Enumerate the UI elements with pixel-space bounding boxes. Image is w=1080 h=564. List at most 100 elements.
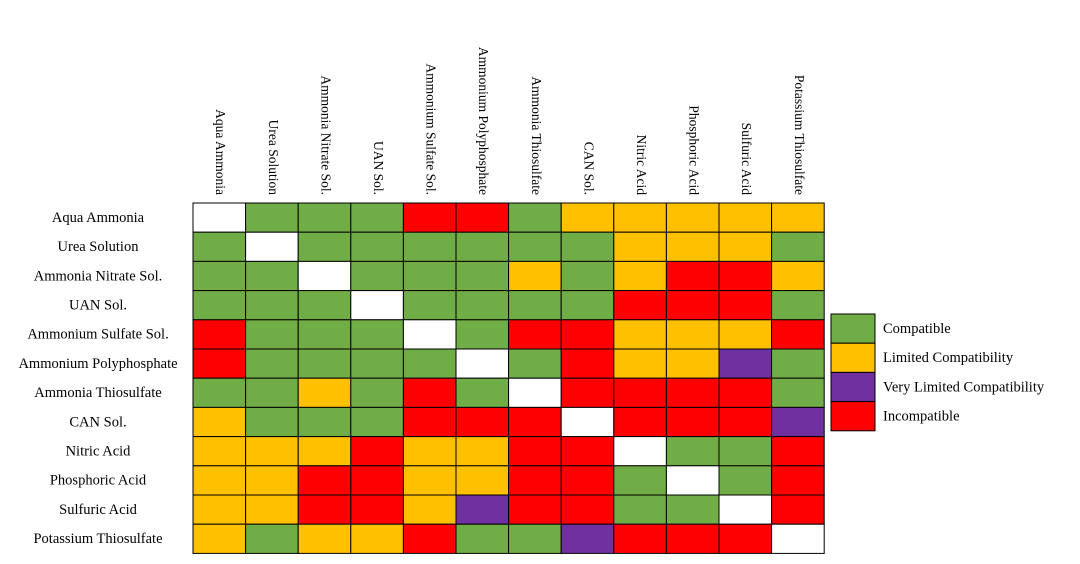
cell-nitric-acid-x-aqua-ammonia: [192, 436, 247, 467]
cell-aqua-ammonia-x-urea-solution: [245, 202, 299, 233]
cell-nitric-acid-x-can-sol: [560, 436, 615, 467]
cell-ammonium-polyphosphate-x-phosphoric-acid: [665, 348, 720, 379]
cell-uan-sol-x-potassium-thiosulfate: [771, 290, 825, 321]
cell-uan-sol-x-can-sol: [560, 290, 615, 321]
cell-ammonium-polyphosphate-x-ammonium-polyphosphate: [455, 348, 510, 379]
cell-sulfuric-acid-x-potassium-thiosulfate: [771, 494, 825, 525]
cell-ammonium-sulfate-sol-x-ammonium-sulfate-sol: [402, 319, 457, 350]
cell-sulfuric-acid-x-nitric-acid: [613, 494, 667, 525]
cell-uan-sol-x-sulfuric-acid: [718, 290, 773, 321]
row-label-nitric-acid: Nitric Acid: [66, 444, 132, 460]
cell-phosphoric-acid-x-can-sol: [560, 465, 615, 496]
cell-sulfuric-acid-x-aqua-ammonia: [192, 494, 247, 525]
cell-can-sol-x-phosphoric-acid: [665, 406, 720, 438]
cell-urea-solution-x-can-sol: [560, 231, 615, 262]
cell-phosphoric-acid-x-aqua-ammonia: [192, 465, 247, 496]
legend-label-limited-compatibility: Limited Compatibility: [883, 350, 1014, 366]
column-label-potassium-thiosulfate: Potassium Thiosulfate: [792, 75, 807, 195]
row-labels: Aqua Ammonia Urea Solution Ammonia Nitrate…: [18, 210, 177, 547]
cell-ammonium-sulfate-sol-x-ammonia-thiosulfate: [508, 319, 562, 350]
cell-nitric-acid-x-ammonium-polyphosphate: [455, 436, 510, 467]
cell-urea-solution-x-ammonia-thiosulfate: [508, 231, 562, 262]
cell-potassium-thiosulfate-x-uan-sol: [350, 523, 404, 554]
row-label-urea-solution: Urea Solution: [58, 239, 140, 255]
cell-potassium-thiosulfate-x-urea-solution: [245, 523, 299, 554]
cell-aqua-ammonia-x-uan-sol: [350, 202, 404, 233]
cell-phosphoric-acid-x-sulfuric-acid: [718, 465, 773, 496]
cell-uan-sol-x-ammonia-nitrate-sol: [297, 290, 352, 321]
column-label-aqua-ammonia: Aqua Ammonia: [213, 109, 228, 195]
cell-ammonia-thiosulfate-x-potassium-thiosulfate: [771, 377, 825, 408]
cell-urea-solution-x-potassium-thiosulfate: [771, 231, 825, 262]
cell-ammonia-thiosulfate-x-aqua-ammonia: [192, 377, 247, 408]
cell-ammonia-thiosulfate-x-ammonium-sulfate-sol: [402, 377, 457, 408]
cell-ammonium-polyphosphate-x-aqua-ammonia: [192, 348, 247, 379]
cell-urea-solution-x-ammonium-polyphosphate: [455, 231, 510, 262]
row-label-uan-sol: UAN Sol.: [69, 298, 127, 314]
cell-nitric-acid-x-phosphoric-acid: [665, 436, 720, 467]
cell-ammonium-sulfate-sol-x-ammonia-nitrate-sol: [297, 319, 352, 350]
row-label-potassium-thiosulfate: Potassium Thiosulfate: [33, 531, 162, 547]
cell-ammonium-polyphosphate-x-potassium-thiosulfate: [771, 348, 825, 379]
cell-aqua-ammonia-x-potassium-thiosulfate: [771, 202, 825, 233]
legend-label-incompatible: Incompatible: [883, 409, 960, 425]
cell-phosphoric-acid-x-phosphoric-acid: [665, 465, 720, 496]
row-label-ammonium-sulfate-sol: Ammonium Sulfate Sol.: [27, 327, 168, 343]
cell-can-sol-x-can-sol: [560, 406, 615, 438]
cell-ammonium-sulfate-sol-x-uan-sol: [350, 319, 404, 350]
row-label-can-sol: CAN Sol.: [69, 414, 126, 430]
cell-uan-sol-x-phosphoric-acid: [665, 290, 720, 321]
cell-ammonium-polyphosphate-x-uan-sol: [350, 348, 404, 379]
cell-uan-sol-x-aqua-ammonia: [192, 290, 247, 321]
cell-phosphoric-acid-x-uan-sol: [350, 465, 404, 496]
legend-label-very-limited-compatibility: Very Limited Compatibility: [883, 379, 1045, 395]
cell-ammonium-sulfate-sol-x-phosphoric-acid: [665, 319, 720, 350]
cell-potassium-thiosulfate-x-ammonium-polyphosphate: [455, 523, 510, 554]
column-label-can-sol: CAN Sol.: [581, 142, 596, 195]
cell-ammonium-polyphosphate-x-urea-solution: [245, 348, 299, 379]
cell-ammonium-polyphosphate-x-ammonium-sulfate-sol: [402, 348, 457, 379]
cell-urea-solution-x-ammonia-nitrate-sol: [297, 231, 352, 262]
cell-phosphoric-acid-x-potassium-thiosulfate: [771, 465, 825, 496]
cell-ammonia-thiosulfate-x-ammonium-polyphosphate: [455, 377, 510, 408]
cell-nitric-acid-x-nitric-acid: [613, 436, 667, 467]
cell-ammonia-nitrate-sol-x-ammonia-thiosulfate: [508, 260, 562, 292]
cell-ammonia-thiosulfate-x-ammonia-thiosulfate: [508, 377, 562, 408]
cell-urea-solution-x-urea-solution: [245, 231, 299, 262]
cell-nitric-acid-x-ammonia-nitrate-sol: [297, 436, 352, 467]
cell-ammonia-nitrate-sol-x-potassium-thiosulfate: [771, 260, 825, 292]
cell-aqua-ammonia-x-ammonia-nitrate-sol: [297, 202, 352, 233]
cell-ammonia-nitrate-sol-x-urea-solution: [245, 260, 299, 292]
cell-can-sol-x-sulfuric-acid: [718, 406, 773, 438]
cell-potassium-thiosulfate-x-nitric-acid: [613, 523, 667, 554]
column-label-nitric-acid: Nitric Acid: [634, 135, 649, 196]
row-label-ammonia-nitrate-sol: Ammonia Nitrate Sol.: [34, 268, 162, 284]
cell-ammonium-sulfate-sol-x-can-sol: [560, 319, 615, 350]
cell-sulfuric-acid-x-ammonia-nitrate-sol: [297, 494, 352, 525]
cell-sulfuric-acid-x-urea-solution: [245, 494, 299, 525]
cell-ammonia-nitrate-sol-x-can-sol: [560, 260, 615, 292]
cell-nitric-acid-x-sulfuric-acid: [718, 436, 773, 467]
cell-can-sol-x-urea-solution: [245, 406, 299, 438]
cell-sulfuric-acid-x-ammonium-sulfate-sol: [402, 494, 457, 525]
legend-label-compatible: Compatible: [883, 321, 951, 337]
cell-can-sol-x-uan-sol: [350, 406, 404, 438]
cell-ammonium-polyphosphate-x-can-sol: [560, 348, 615, 379]
cell-ammonia-thiosulfate-x-can-sol: [560, 377, 615, 408]
cell-sulfuric-acid-x-phosphoric-acid: [665, 494, 720, 525]
cell-aqua-ammonia-x-sulfuric-acid: [718, 202, 773, 233]
cell-can-sol-x-ammonia-nitrate-sol: [297, 406, 352, 438]
cell-can-sol-x-ammonia-thiosulfate: [508, 406, 562, 438]
cell-can-sol-x-ammonium-polyphosphate: [455, 406, 510, 438]
cell-aqua-ammonia-x-phosphoric-acid: [665, 202, 720, 233]
cell-phosphoric-acid-x-ammonium-sulfate-sol: [402, 465, 457, 496]
cell-urea-solution-x-nitric-acid: [613, 231, 667, 262]
column-label-ammonium-sulfate-sol: Ammonium Sulfate Sol.: [424, 63, 439, 195]
cell-ammonia-thiosulfate-x-nitric-acid: [613, 377, 667, 408]
cell-ammonia-nitrate-sol-x-ammonium-sulfate-sol: [402, 260, 457, 292]
cell-aqua-ammonia-x-ammonium-polyphosphate: [455, 202, 510, 233]
cell-uan-sol-x-nitric-acid: [613, 290, 667, 321]
cell-aqua-ammonia-x-ammonia-thiosulfate: [508, 202, 562, 233]
heatmap-grid: [192, 202, 825, 554]
